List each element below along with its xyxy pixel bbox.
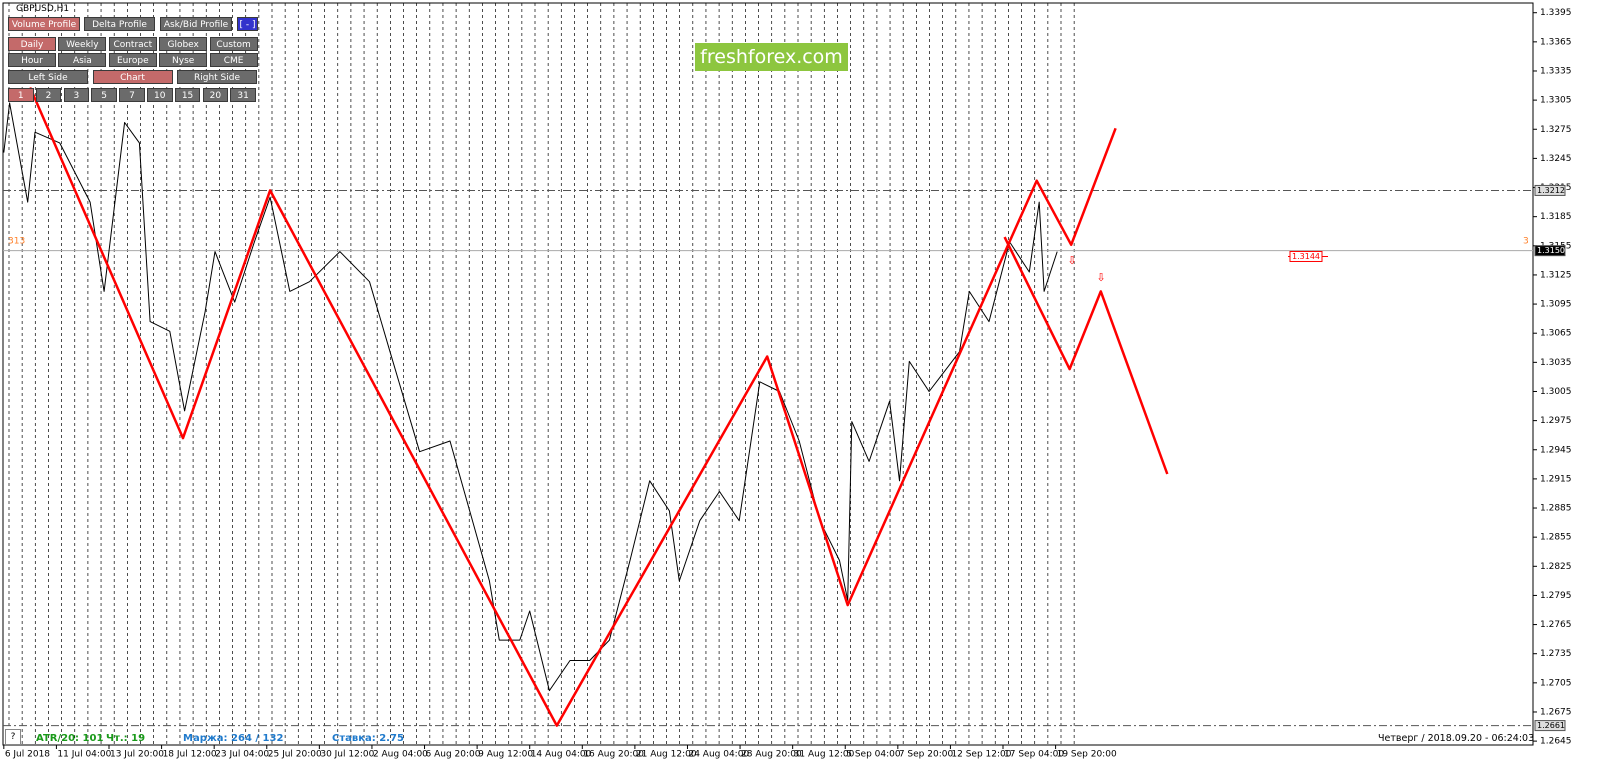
y-tick-label: 1.3395 [1540, 8, 1572, 18]
panel-button[interactable]: [ - ] [237, 17, 258, 31]
help-button[interactable]: ? [5, 729, 21, 745]
panel-button[interactable]: 10 [147, 88, 173, 102]
panel-button[interactable]: Volume Profile [8, 17, 80, 31]
y-tick-label: 1.2915 [1540, 474, 1572, 484]
price-box [1534, 720, 1566, 732]
panel-button[interactable]: CME [209, 53, 258, 67]
x-tick-label: 11 Jul 04:00 [57, 750, 111, 760]
x-tick-label: 7 Sep 20:00 [899, 750, 954, 760]
margin: Маржа: 264 / 132 [183, 733, 284, 744]
panel-button[interactable]: Nyse [159, 53, 208, 67]
panel-button[interactable]: Europe [108, 53, 157, 67]
level-box [1289, 250, 1323, 262]
y-tick-label: 1.3305 [1540, 96, 1572, 106]
x-tick-label: 25 Jul 20:00 [268, 750, 322, 760]
rate: Ставка: 2.75 [332, 733, 404, 744]
plot-area [2, 2, 1534, 746]
days: Чт.: 19 [106, 733, 146, 744]
annotation: 3 [1523, 237, 1529, 247]
x-tick-label: 14 Aug 04:00 [531, 750, 592, 760]
price-label: 1.2661 [1537, 721, 1565, 730]
y-tick-label: 1.3275 [1540, 125, 1572, 135]
panel-button[interactable]: 5 [91, 88, 117, 102]
y-tick-label: 1.3005 [1540, 387, 1572, 397]
panel-button[interactable]: Chart [92, 70, 173, 84]
panel-button[interactable]: 3 [63, 88, 90, 102]
y-tick-label: 1.3365 [1540, 37, 1572, 47]
x-tick-label: 6 Aug 20:00 [426, 750, 481, 760]
panel-button[interactable]: 31 [230, 88, 256, 102]
x-tick-label: 31 Aug 12:00 [794, 750, 855, 760]
y-tick-label: 1.2885 [1540, 504, 1572, 514]
panel-button[interactable]: 15 [174, 88, 201, 102]
x-tick-label: 6 Jul 2018 [5, 750, 50, 760]
panel-button[interactable]: Asia [58, 53, 107, 67]
datetime: Четверг / 2018.09.20 - 06:24:03 [1378, 733, 1535, 744]
watermark: freshforex.com [695, 43, 848, 71]
down-arrow: ⇩ [1096, 271, 1105, 284]
panel-button[interactable]: 7 [119, 88, 145, 102]
panel-button[interactable]: 1 [8, 88, 34, 102]
annotation: 313 [8, 237, 25, 247]
y-tick-label: 1.2705 [1540, 678, 1572, 688]
panel-button[interactable]: Custom [209, 37, 258, 51]
y-tick-label: 1.2825 [1540, 562, 1572, 572]
x-tick-label: 24 Aug 04:00 [688, 750, 749, 760]
y-tick-label: 1.2675 [1540, 707, 1572, 717]
x-tick-label: 2 Aug 04:00 [373, 750, 428, 760]
panel-button[interactable]: Contract [108, 37, 157, 51]
atr: ATR/20: 101 [36, 733, 104, 744]
down-arrow: ⇩ [1067, 254, 1076, 267]
price-line-series [28, 87, 1117, 727]
price-label: 1.3212 [1537, 186, 1565, 195]
price-line-series [1003, 236, 1169, 475]
x-tick-label: 12 Sep 12:00 [951, 750, 1011, 760]
panel-button[interactable]: Ask/Bid Profile [160, 17, 232, 31]
price-line-series [3, 102, 1058, 692]
y-tick-label: 1.3065 [1540, 329, 1572, 339]
panel-button[interactable]: Left Side [8, 70, 88, 84]
y-tick-label: 1.3245 [1540, 154, 1572, 164]
symbol: GBPUSD,H1 [16, 4, 70, 14]
x-tick-label: 5 Sep 04:00 [846, 750, 901, 760]
x-tick-label: 19 Sep 20:00 [1057, 750, 1117, 760]
price-box [1534, 245, 1566, 257]
y-tick-label: 1.2765 [1540, 620, 1572, 630]
x-tick-label: 21 Aug 12:00 [636, 750, 697, 760]
x-tick-label: 9 Aug 12:00 [478, 750, 533, 760]
y-tick-label: 1.3095 [1540, 300, 1572, 310]
y-tick-label: 1.2975 [1540, 416, 1572, 426]
price-box [1534, 184, 1566, 196]
y-tick-label: 1.2945 [1540, 445, 1572, 455]
panel-button[interactable]: Delta Profile [84, 17, 155, 31]
x-tick-label: 30 Jul 12:00 [320, 750, 374, 760]
y-tick-label: 1.2735 [1540, 649, 1572, 659]
panel-button[interactable]: Hour [8, 53, 56, 67]
x-tick-label: 18 Jul 12:00 [163, 750, 217, 760]
y-tick-label: 1.2645 [1540, 737, 1572, 747]
y-tick-label: 1.3035 [1540, 358, 1572, 368]
panel-button[interactable]: Daily [8, 37, 56, 51]
y-tick-label: 1.2795 [1540, 591, 1572, 601]
period-separators [8, 3, 1075, 745]
panel-button[interactable]: Weekly [58, 37, 107, 51]
y-tick-label: 1.3335 [1540, 66, 1572, 76]
y-tick-label: 1.3125 [1540, 270, 1572, 280]
x-tick-label: 23 Jul 04:00 [215, 750, 269, 760]
x-tick-label: 28 Aug 20:00 [741, 750, 802, 760]
y-tick-label: 1.3185 [1540, 212, 1572, 222]
x-tick-label: 16 Aug 20:00 [583, 750, 644, 760]
panel-button[interactable]: Right Side [177, 70, 257, 84]
panel-button[interactable]: 2 [35, 88, 62, 102]
price-label: 1.3150 [1537, 246, 1565, 255]
panel-button[interactable]: Globex [159, 37, 208, 51]
y-tick-label: 1.2855 [1540, 533, 1572, 543]
x-tick-label: 13 Jul 20:00 [110, 750, 164, 760]
level-label: 1.3144 [1292, 252, 1320, 261]
x-tick-label: 17 Sep 04:00 [1004, 750, 1064, 760]
panel-button[interactable]: 20 [202, 88, 229, 102]
